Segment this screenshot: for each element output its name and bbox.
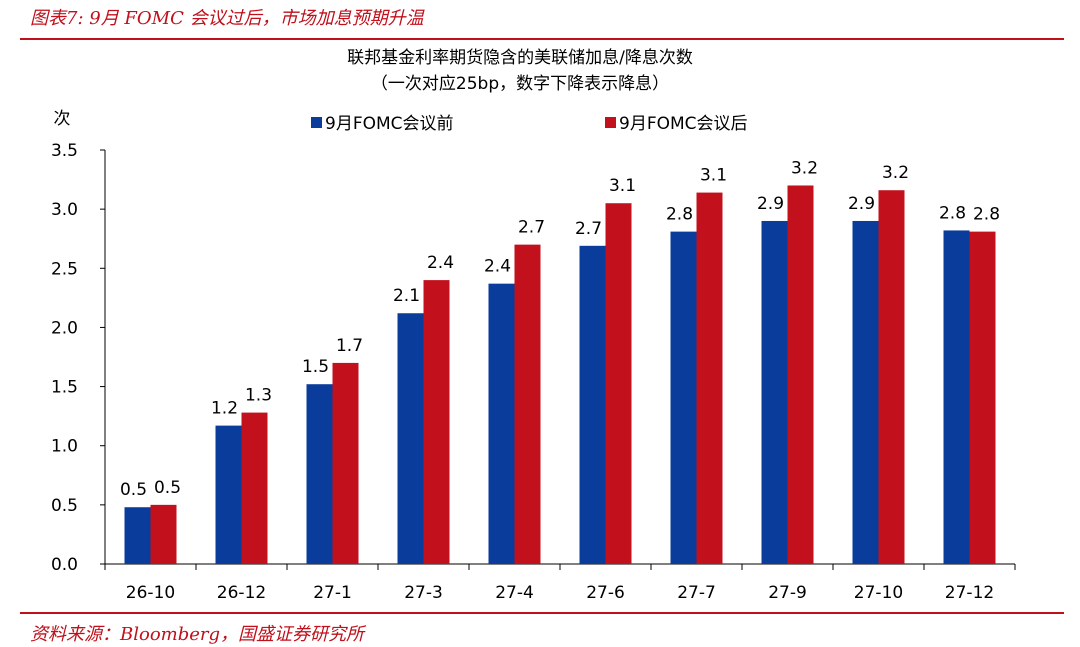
bar-after	[150, 504, 177, 564]
y-tick-label: 1.0	[51, 437, 78, 457]
y-tick-label: 2.5	[51, 259, 78, 279]
y-tick-label: 2.0	[51, 318, 78, 338]
data-label-before: 1.2	[211, 399, 238, 419]
source-rule	[20, 612, 1064, 614]
x-tick-label: 27-3	[404, 583, 443, 603]
data-label-after: 3.1	[609, 176, 636, 196]
data-label-after: 3.1	[700, 166, 727, 186]
data-label-after: 3.2	[882, 163, 909, 183]
legend-swatch-after	[605, 117, 616, 128]
legend: 9月FOMC会议前 9月FOMC会议后	[311, 114, 748, 134]
x-tick-label: 27-6	[586, 583, 625, 603]
figure-caption: 图表7: 9月 FOMC 会议过后，市场加息预期升温	[30, 8, 424, 29]
y-tick-label: 0.0	[51, 555, 78, 575]
data-label-before: 2.9	[848, 194, 875, 214]
bar-before	[397, 313, 424, 564]
x-tick-label: 27-7	[677, 583, 716, 603]
x-tick-label: 27-1	[313, 583, 352, 603]
legend-swatch-before	[311, 117, 322, 128]
bar-before	[852, 220, 879, 564]
bar-after	[605, 203, 632, 564]
bar-after	[332, 362, 359, 564]
source-note: 资料来源：Bloomberg，国盛证券研究所	[30, 624, 365, 645]
y-tick-label: 3.0	[51, 200, 78, 220]
x-tick-label: 27-4	[495, 583, 534, 603]
bar-after	[241, 412, 268, 564]
x-tick-label: 26-12	[217, 583, 266, 603]
data-label-after: 1.7	[336, 336, 363, 356]
bar-after	[696, 192, 723, 564]
data-label-before: 2.1	[393, 286, 420, 306]
bar-after	[878, 190, 905, 564]
bar-before	[943, 230, 970, 565]
bar-after	[423, 280, 450, 564]
chart-subtitle: （一次对应25bp，数字下降表示降息）	[371, 74, 669, 94]
data-label-after: 2.8	[973, 205, 1000, 225]
data-label-before: 2.9	[757, 194, 784, 214]
bar-before	[215, 425, 242, 564]
bar-before	[670, 231, 697, 565]
y-axis-unit: 次	[54, 109, 71, 129]
bar-after	[514, 244, 541, 564]
y-tick-label: 1.5	[51, 378, 78, 398]
data-label-before: 0.5	[120, 480, 147, 500]
y-tick-label: 0.5	[51, 496, 78, 516]
data-label-before: 2.4	[484, 257, 511, 277]
x-tick-label: 27-9	[768, 583, 807, 603]
x-tick-label: 26-10	[126, 583, 175, 603]
x-tick-label: 27-10	[854, 583, 903, 603]
data-label-after: 3.2	[791, 158, 818, 178]
bar-before	[306, 384, 333, 564]
data-label-before: 1.5	[302, 357, 329, 377]
data-label-after: 1.3	[245, 386, 272, 406]
data-label-after: 0.5	[154, 478, 181, 498]
bar-before	[124, 507, 151, 564]
data-label-before: 2.7	[575, 219, 602, 239]
caption-rule	[20, 38, 1064, 40]
bar-before	[579, 245, 606, 564]
data-label-before: 2.8	[939, 203, 966, 223]
bar-before	[761, 220, 788, 564]
chart-title: 联邦基金利率期货隐含的美联储加息/降息次数	[347, 48, 693, 68]
bar-after	[969, 231, 996, 565]
axes: 0.0 0.5 1.0 1.5 2.0 2.5 3.0 3.5 26-10 26-12 27-1 27…	[51, 141, 1016, 603]
bars: 0.5 1.2 1.5 2.1 2.4 2.7 2.8 2.9 2.9 2.8 0.5 1.3 1.7 2…	[120, 158, 1000, 565]
bar-before	[488, 283, 515, 564]
legend-label-after: 9月FOMC会议后	[619, 114, 748, 134]
data-label-after: 2.4	[427, 253, 454, 273]
data-label-before: 2.8	[666, 205, 693, 225]
x-tick-label: 27-12	[945, 583, 994, 603]
y-tick-label: 3.5	[51, 141, 78, 161]
legend-label-before: 9月FOMC会议前	[325, 114, 454, 134]
data-label-after: 2.7	[518, 218, 545, 238]
bar-after	[787, 185, 814, 564]
